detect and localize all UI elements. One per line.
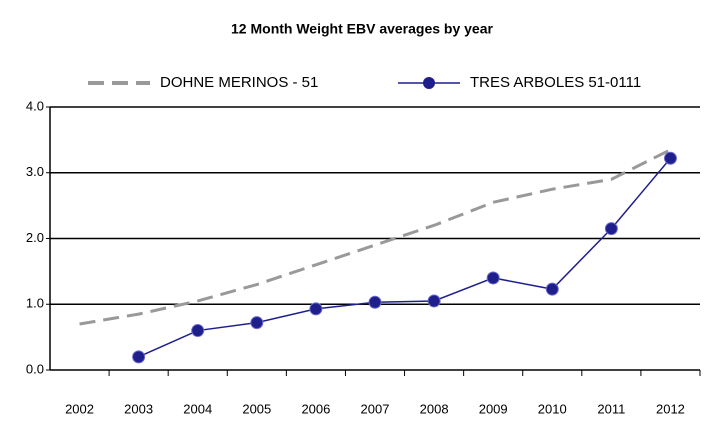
data-point	[663, 151, 677, 165]
x-tick-label: 2009	[479, 401, 508, 416]
x-tick-label: 2011	[597, 401, 625, 416]
x-tick-label: 2007	[361, 401, 390, 416]
data-point	[309, 302, 323, 316]
data-point	[191, 324, 205, 338]
data-point	[486, 271, 500, 285]
data-point	[427, 294, 441, 308]
data-point	[604, 222, 618, 236]
y-tick-label: 2.0	[26, 230, 44, 245]
y-tick-label: 1.0	[26, 296, 44, 311]
legend-label: DOHNE MERINOS - 51	[160, 74, 318, 91]
x-tick-label: 2005	[242, 401, 271, 416]
legend-label: TRES ARBOLES 51-0111	[470, 74, 641, 91]
x-tick-label: 2003	[124, 401, 153, 416]
x-tick-label: 2012	[656, 401, 685, 416]
data-point	[368, 295, 382, 309]
data-point	[250, 316, 264, 330]
y-tick-label: 3.0	[26, 164, 44, 179]
x-tick-label: 2002	[65, 401, 94, 416]
y-tick-label: 4.0	[26, 98, 44, 113]
y-tick-label: 0.0	[26, 361, 44, 376]
x-tick-label: 2008	[420, 401, 449, 416]
data-point	[545, 282, 559, 296]
x-tick-label: 2010	[538, 401, 567, 416]
legend-marker	[423, 77, 435, 89]
x-tick-label: 2006	[301, 401, 330, 416]
series-line	[79, 148, 672, 326]
chart-title: 12 Month Weight EBV averages by year	[231, 21, 493, 37]
x-tick-label: 2004	[183, 401, 212, 416]
data-point	[132, 350, 146, 364]
series-line	[138, 157, 672, 358]
